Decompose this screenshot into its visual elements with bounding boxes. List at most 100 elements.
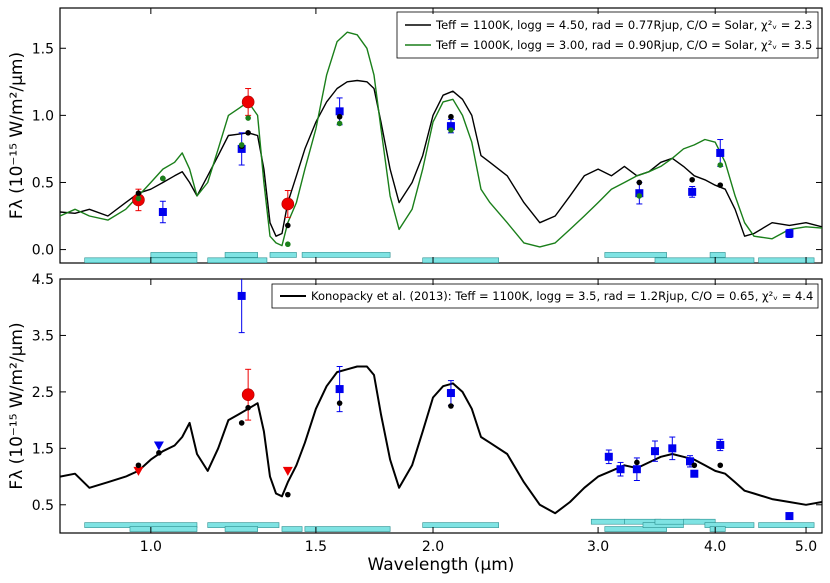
top-point-2-6-dot-marker — [448, 113, 454, 120]
bottom-panel-frame — [59, 278, 823, 534]
bottom-model-line-0 — [60, 365, 822, 515]
bottom-point-2-0-upper-limit-marker — [133, 466, 144, 476]
bottom-point-2-1-upper-limit-marker — [282, 466, 293, 476]
bottom-ytick-label-4: 4.5 — [32, 272, 54, 288]
bottom-filter-band-5 — [304, 526, 391, 532]
bottom-point-0-2-square-marker — [446, 389, 455, 398]
bottom-point-0-9-square-marker — [690, 469, 699, 478]
bottom-panel: Fλ (10⁻¹⁵ W/m²/μm) Wavelength (μm) Konop… — [7, 272, 823, 575]
top-point-3-8-dot-marker — [717, 162, 724, 168]
bottom-point-0-10-square-marker — [716, 440, 725, 449]
top-model-line-1 — [60, 31, 822, 248]
bottom-point-0-5-square-marker — [632, 465, 641, 474]
bottom-legend-box — [271, 283, 819, 309]
top-point-3-3-dot-marker — [245, 115, 251, 121]
bottom-filter-band-7 — [590, 518, 625, 525]
x-tick-label-1: 1.5 — [305, 539, 327, 555]
top-point-3-2-dot-marker — [238, 142, 245, 148]
bottom-point-0-8-square-marker — [686, 457, 695, 466]
top-point-0-3-square-marker — [446, 122, 455, 131]
top-point-0-0-square-marker — [158, 208, 167, 216]
top-point-2-3-dot-marker — [245, 130, 251, 136]
bottom-y-axis-label: Fλ (10⁻¹⁵ W/m²/μm) — [7, 322, 27, 489]
top-point-2-0-dot-marker — [135, 190, 142, 197]
x-tick-label-5: 5.0 — [795, 539, 817, 555]
top-filter-band-3 — [224, 252, 258, 258]
top-point-0-6-square-marker — [716, 148, 725, 157]
top-filter-band-0 — [84, 257, 198, 263]
bottom-point-3-0-upper-limit-marker — [153, 441, 164, 451]
top-point-2-4-dot-marker — [285, 222, 291, 229]
top-point-0-5-square-marker — [688, 187, 697, 196]
x-tick-label-2: 2.0 — [422, 539, 444, 555]
bottom-point-0-6-square-marker — [650, 447, 659, 456]
bottom-filter-band-13 — [704, 522, 755, 528]
top-ytick-label-0: 0.0 — [32, 243, 54, 259]
top-filter-band-5 — [301, 252, 391, 258]
top-legend-entry-green: Teff = 1000K, logg = 3.00, rad = 0.90Rju… — [435, 38, 812, 52]
top-point-3-7-dot-marker — [636, 193, 643, 199]
top-model-line-0 — [60, 79, 822, 237]
top-filter-band-1 — [150, 252, 198, 258]
top-filter-band-8 — [654, 257, 755, 263]
top-legend: Teff = 1100K, logg = 4.50, rad = 0.77Rju… — [396, 11, 819, 59]
top-point-2-9-dot-marker — [717, 182, 724, 188]
bottom-filter-band-8 — [604, 526, 667, 532]
top-point-2-8-dot-marker — [689, 176, 695, 183]
bottom-point-0-7-square-marker — [668, 444, 677, 453]
bottom-filter-band-12 — [683, 518, 716, 525]
bottom-point-4-4-dot-marker — [285, 491, 291, 498]
bottom-legend-entry: Konopacky et al. (2013): Teff = 1100K, l… — [311, 289, 813, 303]
x-tick-label-0: 1.0 — [140, 539, 162, 555]
bottom-point-4-5-dot-marker — [336, 400, 343, 406]
top-y-axis-label: Fλ (10⁻¹⁵ W/m²/μm) — [7, 52, 27, 219]
bottom-filter-band-3 — [224, 526, 258, 532]
top-point-3-4-dot-marker — [285, 241, 291, 248]
bottom-point-1-0-circle-marker — [241, 388, 255, 402]
top-ytick-label-2: 1.0 — [32, 108, 54, 124]
bottom-point-0-4-square-marker — [616, 465, 625, 474]
bottom-point-4-0-dot-marker — [135, 462, 142, 469]
bottom-point-4-9-dot-marker — [717, 462, 724, 469]
top-point-2-5-dot-marker — [336, 113, 343, 120]
bottom-point-0-1-square-marker — [335, 385, 344, 394]
bottom-filter-band-14 — [709, 526, 726, 532]
x-axis-label: Wavelength (μm) — [368, 555, 515, 575]
top-point-3-1-dot-marker — [160, 175, 166, 182]
top-point-3-0-dot-marker — [135, 195, 142, 202]
bottom-point-0-11-square-marker — [785, 512, 794, 521]
top-point-1-2-circle-marker — [281, 197, 295, 211]
bottom-point-0-0-square-marker — [237, 291, 246, 300]
bottom-point-0-3-square-marker — [604, 452, 613, 461]
top-legend-entry-black: Teff = 1100K, logg = 4.50, rad = 0.77Rju… — [435, 18, 812, 32]
top-panel: Fλ (10⁻¹⁵ W/m²/μm) Teff = 1100K, logg = … — [7, 7, 823, 264]
bottom-filter-band-6 — [422, 522, 499, 528]
top-point-0-7-square-marker — [785, 229, 794, 238]
top-filter-band-9 — [709, 252, 726, 258]
bottom-point-4-7-dot-marker — [634, 459, 640, 466]
bottom-ytick-label-0: 0.5 — [32, 498, 54, 514]
bottom-point-4-1-dot-marker — [156, 450, 162, 456]
top-point-3-6-dot-marker — [448, 127, 454, 133]
x-tick-label-3: 3.0 — [587, 539, 609, 555]
top-ytick-label-1: 0.5 — [32, 175, 54, 191]
top-point-1-1-circle-marker — [241, 95, 255, 109]
bottom-ytick-label-3: 3.5 — [32, 328, 54, 344]
bottom-ytick-label-1: 1.5 — [32, 441, 54, 457]
bottom-filter-band-15 — [758, 522, 815, 528]
bottom-point-4-3-dot-marker — [245, 404, 251, 411]
top-filter-band-10 — [758, 257, 815, 263]
bottom-plot-area — [60, 279, 822, 532]
top-filter-band-2 — [207, 257, 268, 263]
top-plot-area — [60, 31, 822, 263]
bottom-ytick-label-2: 2.5 — [32, 385, 54, 401]
x-tick-label-4: 4.0 — [704, 539, 726, 555]
top-point-2-7-dot-marker — [636, 179, 643, 186]
bottom-legend: Konopacky et al. (2013): Teff = 1100K, l… — [271, 283, 819, 309]
bottom-point-4-2-dot-marker — [238, 420, 245, 426]
top-point-0-2-square-marker — [335, 107, 344, 116]
top-legend-box — [396, 11, 819, 59]
bottom-point-4-6-dot-marker — [448, 403, 454, 409]
bottom-filter-band-4 — [281, 526, 303, 532]
